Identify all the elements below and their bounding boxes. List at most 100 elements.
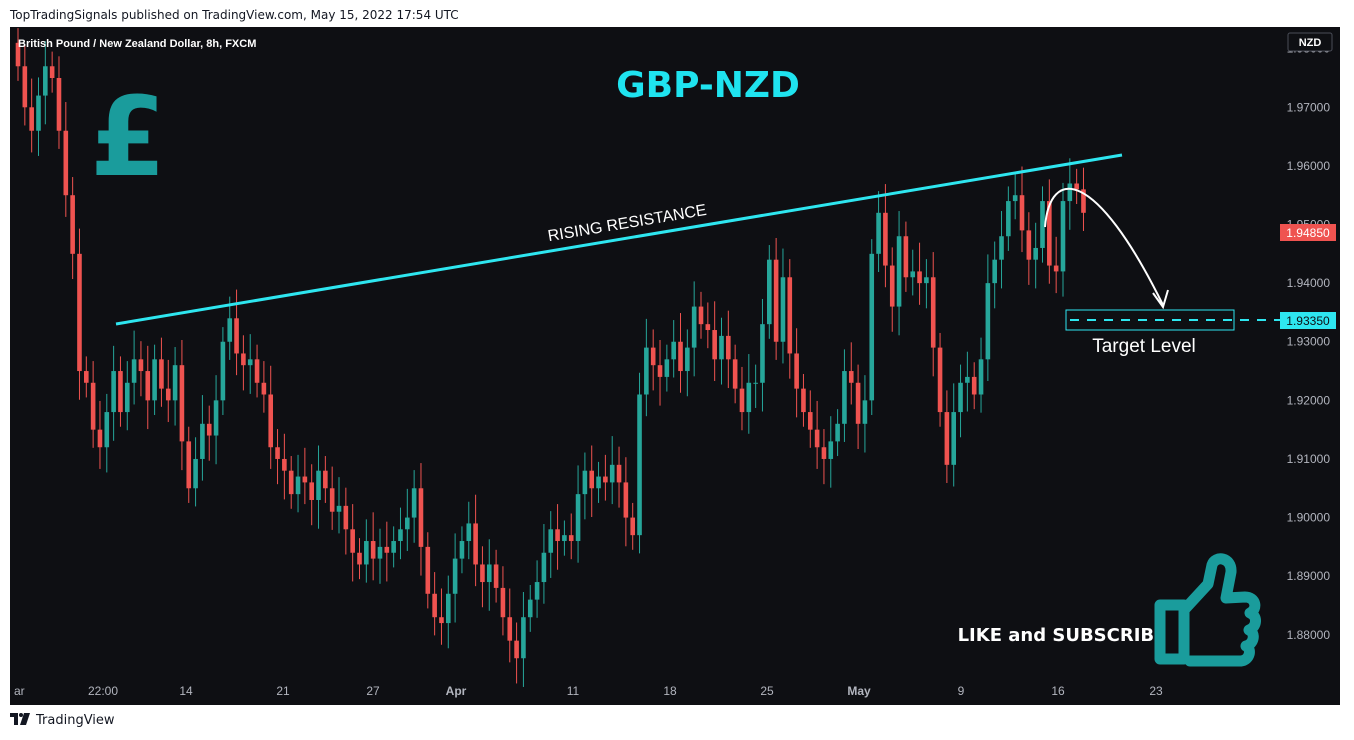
candle-body <box>165 388 171 401</box>
chart-background <box>10 27 1340 705</box>
candle-body <box>29 107 34 131</box>
candle-body <box>807 412 813 430</box>
candle-body <box>903 236 909 278</box>
candle-body <box>377 546 383 559</box>
candle-body <box>944 412 950 465</box>
symbol-label: British Pound / New Zealand Dollar, 8h, … <box>18 38 256 50</box>
candle-body <box>282 458 287 471</box>
candle-body <box>118 371 123 413</box>
candle-body <box>56 77 62 131</box>
candle-body <box>794 353 799 389</box>
candle-body <box>767 259 772 325</box>
currency-badge-label: NZD <box>1299 37 1322 49</box>
candle-body <box>1012 195 1018 202</box>
candle-body <box>336 505 342 512</box>
candle-body <box>1026 230 1032 260</box>
candle-body <box>814 429 820 448</box>
x-tick-label: 21 <box>276 684 290 698</box>
y-tick-label: 1.90000 <box>1287 511 1331 525</box>
time-axis[interactable]: ar 22:00 14 21 27 Apr 11 18 25 May 9 16 23 <box>14 684 1163 698</box>
candle-body <box>678 341 683 372</box>
x-tick-label: 16 <box>1051 684 1065 698</box>
candle-body <box>910 271 916 278</box>
candle-body <box>364 541 369 565</box>
target-box[interactable] <box>1065 309 1235 331</box>
y-tick-label: 1.91000 <box>1287 452 1331 466</box>
candle-body <box>773 259 779 342</box>
candle-body <box>493 564 499 588</box>
candle-body <box>609 464 615 483</box>
price-axis[interactable]: 1.88000 1.89000 1.90000 1.91000 1.92000 1.930… <box>1287 42 1331 642</box>
candle-body <box>152 359 157 401</box>
candle-body <box>473 523 478 565</box>
candle-body <box>637 394 642 536</box>
x-tick-label: 25 <box>760 684 774 698</box>
chart-title: GBP-NZD <box>616 65 800 106</box>
candle-body <box>432 593 437 618</box>
candle-body <box>49 66 55 78</box>
candle-body <box>179 365 185 442</box>
y-tick-label: 1.92000 <box>1287 393 1331 407</box>
currency-badge[interactable] <box>1287 32 1333 52</box>
candle-body <box>562 535 567 542</box>
candle-body <box>760 324 765 383</box>
candle-body <box>1053 265 1059 272</box>
candle-body <box>1067 183 1073 202</box>
x-tick-label: 18 <box>663 684 677 698</box>
candle-body <box>582 470 588 495</box>
projection-arrowhead <box>1152 289 1169 310</box>
candle-body <box>418 488 424 547</box>
candle-body <box>896 236 902 307</box>
footer: TradingView <box>10 713 115 728</box>
rising-resistance-line[interactable] <box>115 153 1123 326</box>
candle-body <box>534 582 540 600</box>
candle-body <box>971 376 977 395</box>
candle-body <box>90 382 96 430</box>
y-tick-label: 1.93000 <box>1287 335 1331 349</box>
x-tick-label: Apr <box>446 684 467 698</box>
candle-body <box>500 587 506 618</box>
candle-body <box>104 412 110 448</box>
candle-body <box>712 330 717 360</box>
candle-body <box>159 359 164 389</box>
y-tick-label: 1.94000 <box>1287 276 1331 290</box>
candle-body <box>452 558 458 594</box>
candle-body <box>1074 183 1079 190</box>
candle-body <box>589 470 595 489</box>
footer-brand[interactable]: TradingView <box>36 713 115 728</box>
x-tick-label: 14 <box>179 684 193 698</box>
target-price-label: 1.93350 <box>1286 314 1330 328</box>
candle-body <box>650 347 656 366</box>
candle-body <box>746 382 752 413</box>
candle-body <box>213 400 219 436</box>
candle-body <box>507 617 513 641</box>
candle-body <box>705 324 711 331</box>
candle-body <box>869 253 875 401</box>
candle-body <box>145 371 151 401</box>
candle-body <box>514 640 519 659</box>
candle-body <box>227 318 233 342</box>
candle-body <box>917 271 922 284</box>
x-tick-label: 27 <box>366 684 380 698</box>
candle-body <box>124 382 130 413</box>
candle-body <box>780 277 786 342</box>
candle-body <box>698 306 704 325</box>
candle-body <box>309 482 314 500</box>
candle-body <box>855 382 861 424</box>
candle-body <box>801 388 806 413</box>
tradingview-logo-icon[interactable] <box>10 713 30 728</box>
chart-area[interactable]: 1.88000 1.89000 1.90000 1.91000 1.92000 1.930… <box>10 27 1340 705</box>
candle-body <box>930 277 936 348</box>
chart-svg[interactable]: 1.88000 1.89000 1.90000 1.91000 1.92000 1.930… <box>10 27 1340 705</box>
candle-body <box>172 365 178 401</box>
candle-body <box>316 470 321 500</box>
candle-body <box>302 476 308 483</box>
candle-body <box>1033 247 1038 260</box>
candle-body <box>828 441 834 459</box>
candle-body <box>295 476 301 495</box>
candle-body <box>568 535 574 542</box>
candle-body <box>548 529 554 553</box>
candle-body <box>644 347 649 395</box>
candle-body <box>398 529 403 542</box>
candle-body <box>445 593 451 624</box>
